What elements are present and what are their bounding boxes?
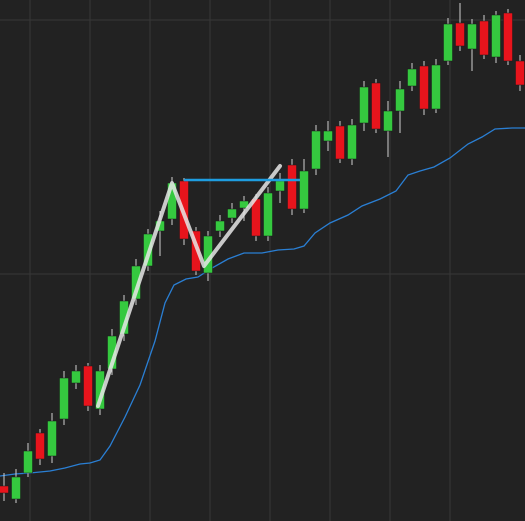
candle bbox=[443, 18, 453, 65]
candle-body-down bbox=[287, 164, 297, 210]
candle bbox=[467, 19, 477, 71]
candle-body-down bbox=[371, 82, 381, 130]
candle bbox=[323, 121, 333, 151]
candle bbox=[47, 413, 57, 463]
candle-body-up bbox=[323, 130, 333, 142]
candle bbox=[299, 159, 309, 213]
candle bbox=[359, 81, 369, 131]
candle bbox=[287, 159, 297, 215]
candle bbox=[335, 121, 345, 163]
candle-body-up bbox=[311, 130, 321, 170]
candle bbox=[479, 15, 489, 59]
candle bbox=[371, 79, 381, 133]
candle-body-down bbox=[419, 65, 429, 110]
candle-body-up bbox=[383, 110, 393, 132]
candle-body-up bbox=[71, 370, 81, 384]
candle-body-down bbox=[35, 432, 45, 460]
candle-body-down bbox=[335, 125, 345, 160]
candle bbox=[59, 371, 69, 425]
candle-body-up bbox=[227, 208, 237, 219]
moving-average-line bbox=[0, 127, 525, 477]
candle bbox=[0, 473, 9, 501]
candle bbox=[431, 59, 441, 113]
candle-body-up bbox=[443, 23, 453, 62]
candle bbox=[419, 61, 429, 115]
candle-body-up bbox=[491, 14, 501, 58]
candle bbox=[407, 63, 417, 91]
candle bbox=[503, 9, 513, 65]
candle bbox=[23, 443, 33, 477]
candle bbox=[455, 3, 465, 51]
candle-body-down bbox=[479, 20, 489, 56]
candle bbox=[191, 227, 201, 275]
candle bbox=[227, 203, 237, 223]
candle-body-down bbox=[503, 12, 513, 62]
candle bbox=[347, 119, 357, 165]
candle-body-up bbox=[263, 192, 273, 237]
candle bbox=[11, 469, 21, 503]
candle-body-up bbox=[47, 420, 57, 457]
candle bbox=[263, 187, 273, 241]
moving-average-layer bbox=[0, 127, 525, 477]
candle-body-up bbox=[407, 68, 417, 87]
candle-body-up bbox=[275, 180, 285, 192]
candle bbox=[395, 81, 405, 133]
candle bbox=[311, 125, 321, 175]
candle-body-up bbox=[395, 88, 405, 112]
candle-body-up bbox=[347, 124, 357, 160]
pattern-zigzag-line bbox=[96, 164, 282, 408]
candle-body-up bbox=[359, 86, 369, 124]
candle bbox=[35, 429, 45, 465]
candle-body-up bbox=[23, 450, 33, 474]
candle-body-up bbox=[431, 64, 441, 110]
candle-body-down bbox=[0, 485, 9, 494]
candle-body-down bbox=[455, 22, 465, 47]
candle-body-down bbox=[83, 365, 93, 407]
candle bbox=[71, 365, 81, 389]
pattern-overlay-layer bbox=[96, 164, 300, 408]
candle bbox=[383, 101, 393, 157]
candle-body-up bbox=[215, 220, 225, 232]
candle-body-up bbox=[59, 377, 69, 420]
candle-body-up bbox=[299, 170, 309, 210]
candle-body-up bbox=[467, 23, 477, 50]
candle-body-down bbox=[191, 230, 201, 272]
candle-body-down bbox=[515, 60, 525, 86]
candle bbox=[83, 363, 93, 411]
candle bbox=[491, 11, 501, 63]
candle-body-up bbox=[11, 476, 21, 500]
candles-layer bbox=[0, 3, 525, 503]
candle bbox=[215, 215, 225, 237]
